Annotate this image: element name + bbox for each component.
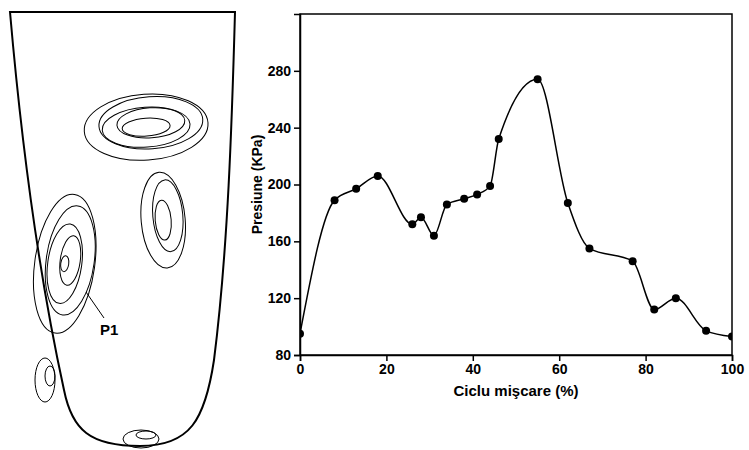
tick: 40 xyxy=(466,355,482,377)
tick: 60 xyxy=(552,355,568,377)
contour xyxy=(153,200,172,241)
tick-label: 160 xyxy=(268,233,292,249)
contour xyxy=(150,179,186,253)
axis-line xyxy=(301,356,733,362)
leader-line xyxy=(86,292,104,318)
tick: 0 xyxy=(297,355,305,377)
plot-area xyxy=(300,75,732,340)
limb-diagram: P1 xyxy=(10,12,235,448)
contour xyxy=(123,430,159,448)
data-point xyxy=(352,185,360,193)
tick-mark xyxy=(294,127,300,129)
tick: 280 xyxy=(268,63,300,79)
data-point xyxy=(650,306,658,314)
data-point xyxy=(374,172,382,180)
y-axis: 80 120 160 200 240 280 xyxy=(268,15,301,363)
tick: 120 xyxy=(268,290,300,306)
tick-mark xyxy=(294,298,300,300)
x-axis-title: Ciclu mişcare (%) xyxy=(453,382,578,399)
tick-label: 80 xyxy=(638,361,654,377)
tick-label: 20 xyxy=(379,361,395,377)
tick-label: 280 xyxy=(268,63,292,79)
contour xyxy=(35,358,55,402)
contour xyxy=(122,116,171,137)
data-point xyxy=(473,190,481,198)
data-point xyxy=(564,199,572,207)
data-point xyxy=(585,244,593,252)
tick: 100 xyxy=(721,355,745,377)
tick-label: 100 xyxy=(721,361,745,377)
data-point xyxy=(331,196,339,204)
data-point xyxy=(443,200,451,208)
data-point xyxy=(408,220,416,228)
plot-frame xyxy=(300,14,732,355)
limb-outline xyxy=(10,12,235,446)
tick: 20 xyxy=(379,355,395,377)
contour xyxy=(45,366,55,386)
data-point xyxy=(486,182,494,190)
data-point xyxy=(460,195,468,203)
tick-label: 60 xyxy=(552,361,568,377)
data-point xyxy=(430,232,438,240)
data-point xyxy=(728,333,732,341)
tick-label: 40 xyxy=(466,361,482,377)
data-point xyxy=(672,294,680,302)
data-point xyxy=(300,330,304,338)
tick-mark xyxy=(294,71,300,73)
tick: 240 xyxy=(268,120,300,136)
tick-label: 80 xyxy=(275,347,291,363)
tick-mark xyxy=(294,184,300,186)
tick-label: 240 xyxy=(268,120,292,136)
contour xyxy=(116,105,186,140)
axis-line xyxy=(294,15,301,356)
tick: 200 xyxy=(268,176,300,192)
data-point xyxy=(629,257,637,265)
contour xyxy=(97,93,204,152)
data-point xyxy=(534,75,542,83)
tick-mark xyxy=(294,241,300,243)
tick-label: 200 xyxy=(268,176,292,192)
x-axis: 0 20 40 60 80 100 xyxy=(297,355,745,377)
tick-label: 120 xyxy=(268,290,292,306)
y-axis-title: Presiune (KPa) xyxy=(249,135,265,235)
data-line xyxy=(300,79,732,336)
contour xyxy=(25,190,104,337)
contour xyxy=(57,234,84,286)
contour xyxy=(60,255,70,272)
tick: 160 xyxy=(268,233,300,249)
data-point xyxy=(702,327,710,335)
tick: 80 xyxy=(638,355,654,377)
data-point xyxy=(495,135,503,143)
tick-mark xyxy=(294,355,300,357)
contour xyxy=(136,431,156,439)
contour xyxy=(101,104,192,150)
contour xyxy=(82,90,210,164)
tick-label: 0 xyxy=(297,361,305,377)
contour xyxy=(137,170,189,269)
label: P1 xyxy=(100,321,118,338)
contour xyxy=(42,222,87,306)
tick: 80 xyxy=(275,347,300,363)
data-point xyxy=(417,213,425,221)
